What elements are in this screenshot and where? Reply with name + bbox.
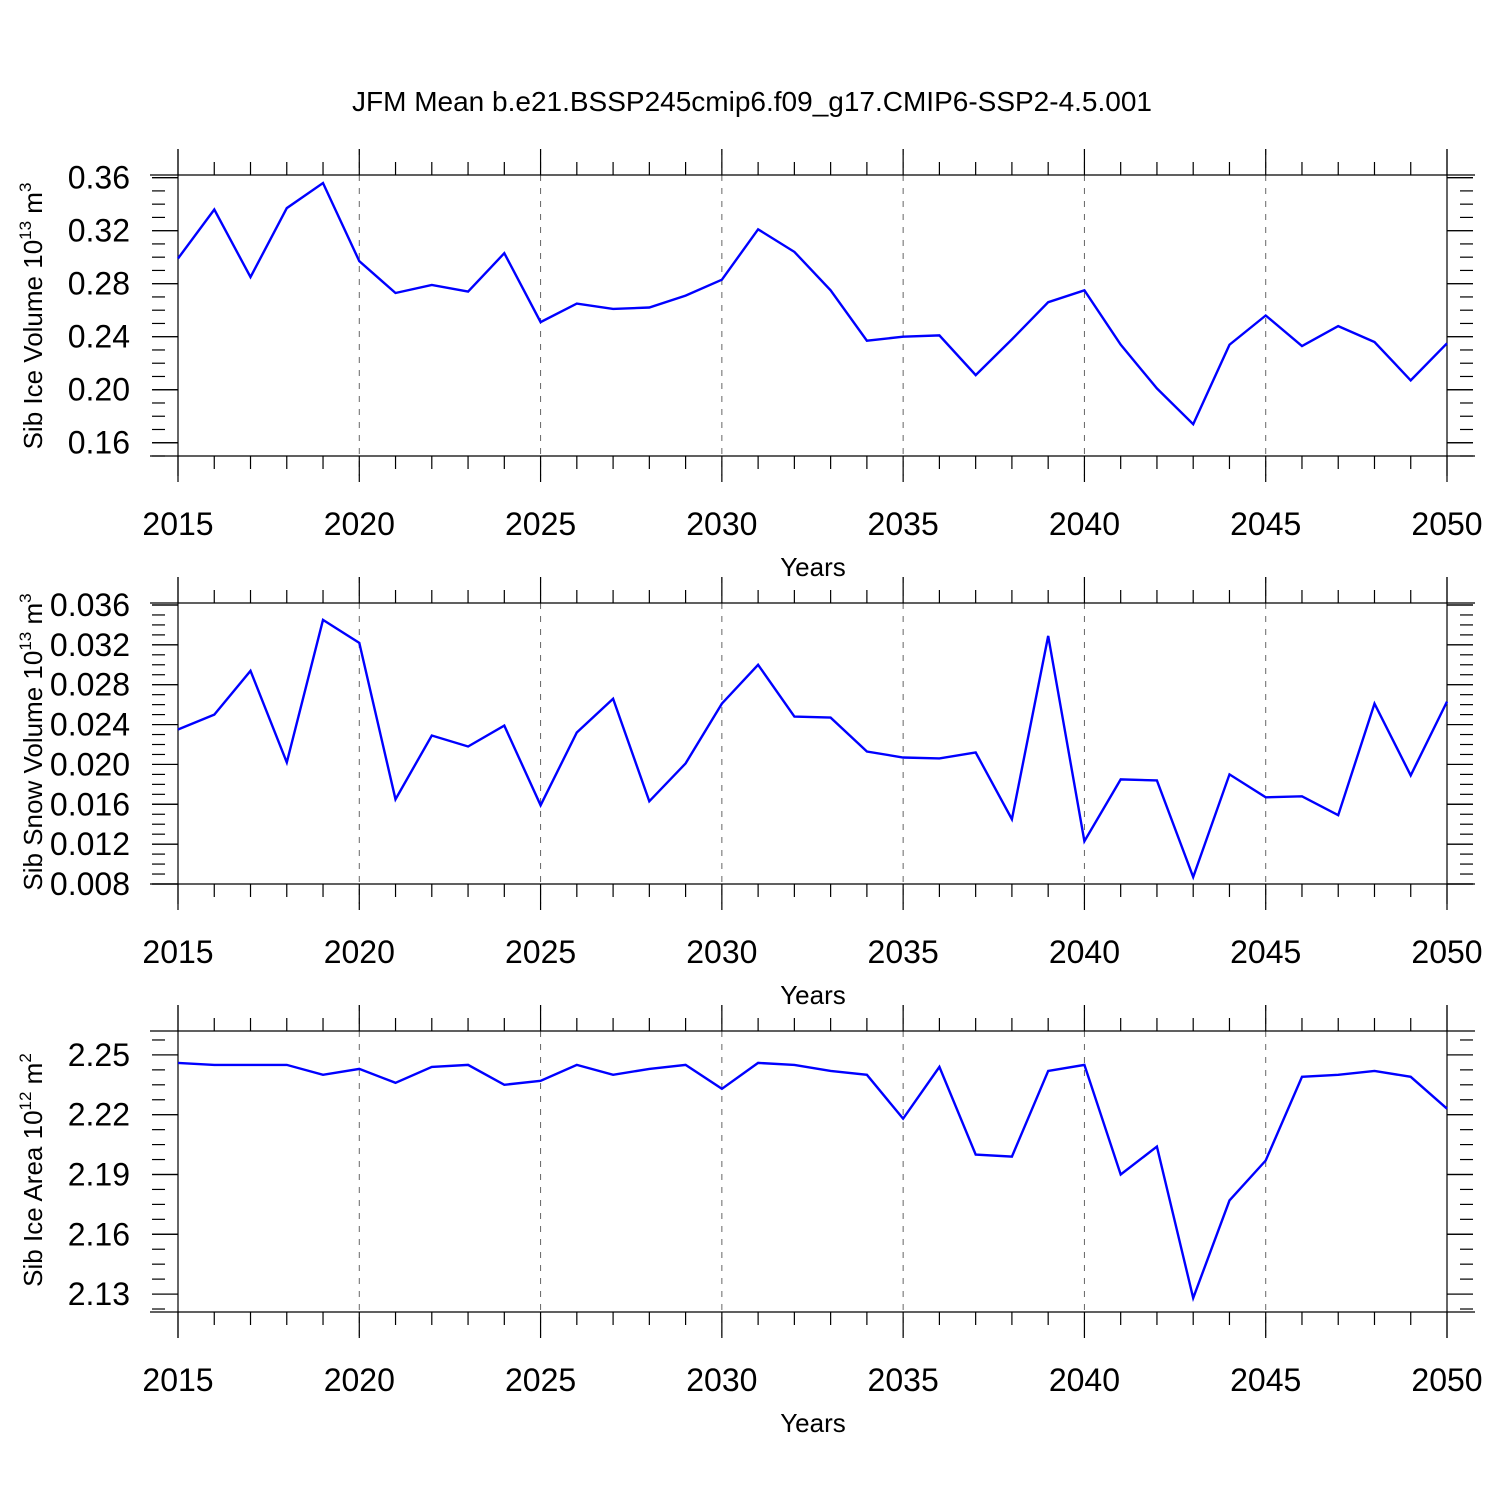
y-tick-label: 0.036 — [50, 587, 130, 623]
y-tick-label: 0.020 — [50, 746, 130, 782]
x-tick-label: 2035 — [868, 506, 939, 542]
panel-ice-volume: 2015 2020 2025 2030 2035 2040 2045 2050 Years 0.1… — [16, 149, 1483, 582]
y-tick-label: 0.36 — [68, 160, 130, 196]
series-line — [177, 618, 1449, 881]
x-tick-label: 2040 — [1049, 1362, 1120, 1398]
y-axis-title-exponent: 13 — [16, 632, 35, 651]
y-tick-label: 2.22 — [68, 1097, 130, 1133]
x-tick-label: 2015 — [142, 506, 213, 542]
y-tick-label: 0.016 — [50, 786, 130, 822]
x-tick-label: 2015 — [142, 1362, 213, 1398]
x-tick-label: 2015 — [142, 934, 213, 970]
x-tick-label: 2020 — [324, 1362, 395, 1398]
chart-title: JFM Mean b.e21.BSSP245cmip6.f09_g17.CMIP… — [352, 86, 1152, 117]
y-axis-title-exponent: 12 — [16, 1092, 35, 1111]
x-tick-label: 2030 — [686, 1362, 757, 1398]
y-tick-label: 0.20 — [68, 372, 130, 408]
y-tick-label: 0.32 — [68, 213, 130, 249]
x-tick-label: 2035 — [868, 1362, 939, 1398]
x-tick-label: 2045 — [1230, 506, 1301, 542]
x-axis-title: Years — [780, 980, 846, 1010]
y-axis-title-unit-exponent: 3 — [16, 593, 35, 602]
y-axis-title-text: Sib Ice Volume 10 — [18, 240, 48, 450]
x-tick-label: 2045 — [1230, 934, 1301, 970]
x-tick-label: 2025 — [505, 506, 576, 542]
y-tick-label: 2.16 — [68, 1216, 130, 1252]
y-tick-label: 2.19 — [68, 1156, 130, 1192]
x-tick-label: 2020 — [324, 506, 395, 542]
y-axis-title-unit: m — [18, 192, 48, 221]
y-tick-label: 0.16 — [68, 425, 130, 461]
x-tick-label: 2025 — [505, 1362, 576, 1398]
x-tick-label: 2040 — [1049, 934, 1120, 970]
y-tick-label: 0.028 — [50, 667, 130, 703]
x-tick-label: 2030 — [686, 934, 757, 970]
y-tick-label: 0.024 — [50, 707, 130, 743]
y-axis-title: Sib Ice Area 1012 m2 — [16, 1053, 48, 1287]
x-axis-title: Years — [780, 1408, 846, 1438]
x-tick-label: 2050 — [1411, 1362, 1482, 1398]
x-tick-label: 2040 — [1049, 506, 1120, 542]
y-tick-label: 0.012 — [50, 826, 130, 862]
y-tick-label: 0.28 — [68, 266, 130, 302]
x-tick-label: 2050 — [1411, 934, 1482, 970]
y-tick-label: 2.13 — [68, 1276, 130, 1312]
x-axis-title: Years — [780, 552, 846, 582]
series-line — [177, 1061, 1448, 1303]
x-tick-label: 2045 — [1230, 1362, 1301, 1398]
x-tick-label: 2025 — [505, 934, 576, 970]
series-line — [177, 181, 1448, 427]
x-tick-label: 2050 — [1411, 506, 1482, 542]
y-tick-label: 0.24 — [68, 319, 130, 355]
y-axis-title-unit: m — [18, 1063, 48, 1092]
y-tick-label: 0.008 — [50, 866, 130, 902]
y-axis-title-unit: m — [18, 603, 48, 632]
y-axis-title-unit-exponent: 2 — [16, 1053, 35, 1062]
panel-snow-volume: 2015 2020 2025 2030 2035 2040 2045 2050 Years 0.0… — [16, 577, 1483, 1010]
y-axis-title-exponent: 13 — [16, 221, 35, 240]
y-axis-title-text: Sib Snow Volume 10 — [18, 651, 48, 891]
y-axis-title: Sib Ice Volume 1013 m3 — [16, 183, 48, 450]
y-axis-title-unit-exponent: 3 — [16, 183, 35, 192]
y-tick-label: 2.25 — [68, 1037, 130, 1073]
y-axis-title-text: Sib Ice Area 10 — [18, 1110, 48, 1286]
x-tick-label: 2020 — [324, 934, 395, 970]
y-axis-title: Sib Snow Volume 1013 m3 — [16, 593, 48, 890]
y-tick-label: 0.032 — [50, 627, 130, 663]
panel-ice-area: 2015 2020 2025 2030 2035 2040 2045 2050 Years 2.1… — [16, 1005, 1483, 1438]
x-tick-label: 2035 — [868, 934, 939, 970]
x-tick-label: 2030 — [686, 506, 757, 542]
